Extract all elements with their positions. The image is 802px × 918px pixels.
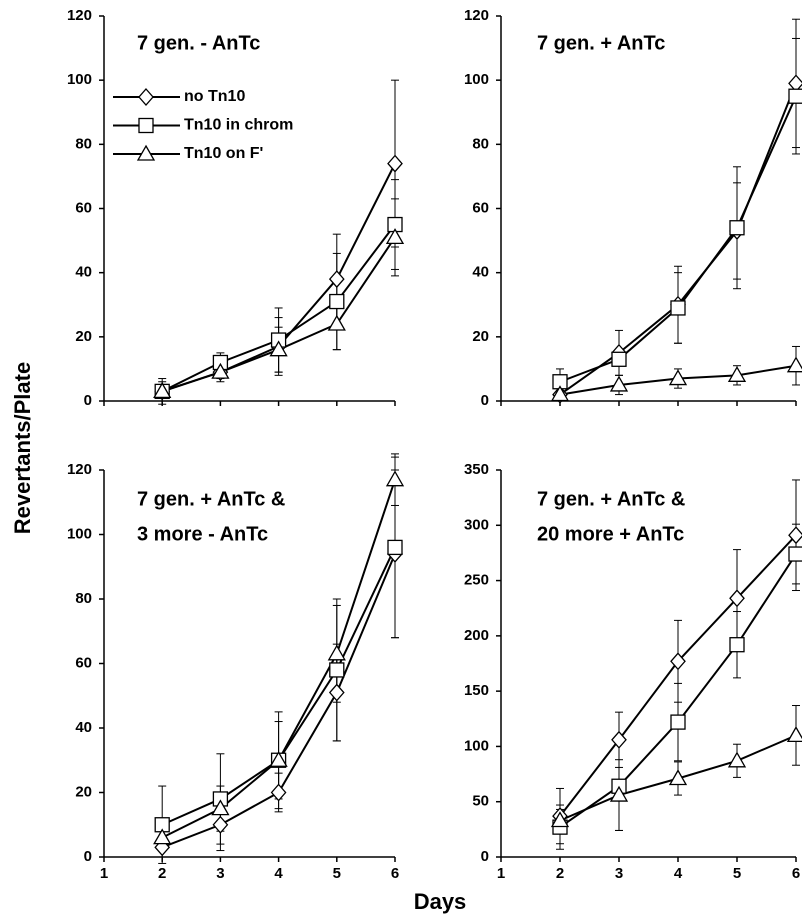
x-tick-label: 6	[792, 865, 800, 882]
y-tick-label: 100	[464, 737, 489, 754]
marker-triangle	[727, 751, 747, 768]
marker-triangle	[786, 726, 802, 743]
y-tick-label: 100	[67, 525, 92, 542]
marker-diamond	[788, 526, 802, 545]
marker-triangle	[668, 769, 688, 786]
x-tick-label: 5	[333, 865, 341, 882]
y-tick-label: 0	[84, 392, 92, 409]
y-tick-label: 0	[481, 848, 489, 865]
y-tick-label: 0	[481, 392, 489, 409]
y-tick-label: 40	[75, 719, 92, 736]
marker-square	[329, 662, 345, 678]
y-tick-label: 20	[75, 783, 92, 800]
y-tick-label: 200	[464, 627, 489, 644]
x-tick-label: 4	[274, 865, 283, 882]
marker-triangle	[153, 828, 172, 845]
y-tick-label: 20	[75, 328, 92, 345]
x-tick-label: 2	[158, 865, 166, 882]
y-tick-label: 80	[472, 135, 489, 152]
y-tick-label: 40	[75, 264, 92, 281]
marker-diamond	[328, 270, 345, 289]
marker-triangle	[786, 356, 802, 373]
y-tick-label: 80	[75, 590, 92, 607]
x-tick-label: 1	[497, 865, 505, 882]
marker-triangle	[269, 340, 288, 357]
legend-label: Tn10 in chrom	[184, 117, 293, 134]
marker-diamond	[670, 652, 686, 671]
x-tick-label: 1	[100, 865, 108, 882]
marker-triangle	[668, 369, 688, 386]
y-tick-label: 120	[67, 461, 92, 478]
panel-title: 20 more + AnTc	[537, 523, 684, 545]
y-tick-label: 350	[464, 461, 489, 478]
panel-title: 7 gen. - AnTc	[137, 32, 260, 54]
marker-triangle	[211, 362, 230, 379]
y-tick-label: 100	[464, 71, 489, 88]
marker-square	[788, 88, 802, 104]
marker-diamond	[138, 88, 154, 106]
x-axis-label: Days	[414, 889, 467, 914]
y-tick-label: 60	[472, 199, 489, 216]
x-tick-label: 3	[216, 865, 224, 882]
y-tick-label: 20	[472, 328, 489, 345]
legend-label: Tn10 on F'	[184, 145, 263, 162]
marker-triangle	[609, 375, 629, 392]
panel-title: 7 gen. + AnTc	[537, 32, 665, 54]
x-tick-label: 6	[391, 865, 399, 882]
marker-square	[329, 293, 345, 310]
marker-square	[387, 539, 403, 556]
marker-diamond	[729, 589, 745, 608]
marker-triangle	[385, 228, 405, 245]
panel-title: 7 gen. + AnTc &	[537, 488, 685, 510]
x-tick-label: 4	[674, 865, 683, 882]
y-tick-label: 250	[464, 572, 489, 589]
marker-diamond	[212, 815, 229, 834]
marker-triangle	[153, 382, 172, 399]
marker-triangle	[609, 785, 629, 802]
y-tick-label: 120	[67, 7, 92, 24]
legend-label: no Tn10	[184, 88, 245, 105]
y-tick-label: 0	[84, 848, 92, 865]
x-tick-label: 5	[733, 865, 741, 882]
y-axis-label: Revertants/Plate	[10, 362, 35, 534]
y-tick-label: 120	[464, 7, 489, 24]
marker-square	[670, 300, 686, 316]
marker-triangle	[327, 644, 346, 661]
x-tick-label: 2	[556, 865, 564, 882]
y-tick-label: 300	[464, 516, 489, 533]
y-tick-label: 40	[472, 264, 489, 281]
marker-diamond	[387, 154, 403, 173]
marker-square	[729, 220, 745, 236]
y-tick-label: 100	[67, 71, 92, 88]
marker-triangle	[385, 470, 405, 487]
marker-square	[611, 351, 627, 367]
marker-triangle	[550, 811, 570, 828]
marker-triangle	[269, 750, 288, 767]
marker-triangle	[550, 385, 570, 402]
y-tick-label: 60	[75, 654, 92, 671]
y-tick-label: 60	[75, 199, 92, 216]
panel-title: 3 more - AnTc	[137, 523, 268, 545]
marker-square	[670, 714, 686, 730]
marker-square	[138, 117, 154, 134]
panel-title: 7 gen. + AnTc &	[137, 488, 285, 510]
marker-square	[788, 546, 802, 562]
marker-triangle	[136, 144, 156, 161]
marker-triangle	[327, 314, 346, 331]
y-tick-label: 80	[75, 135, 92, 152]
marker-square	[729, 637, 745, 653]
marker-diamond	[611, 730, 627, 749]
y-tick-label: 150	[464, 682, 489, 699]
marker-diamond	[270, 783, 287, 802]
marker-diamond	[328, 683, 345, 702]
marker-triangle	[211, 799, 230, 816]
y-tick-label: 50	[472, 793, 489, 810]
series-line	[559, 83, 797, 396]
marker-triangle	[727, 366, 747, 382]
x-tick-label: 3	[615, 865, 623, 882]
